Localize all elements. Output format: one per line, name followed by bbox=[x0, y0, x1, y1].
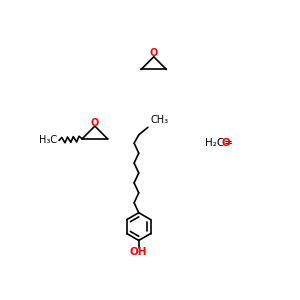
Text: CH₃: CH₃ bbox=[150, 115, 168, 125]
Text: OH: OH bbox=[130, 248, 148, 257]
Text: O: O bbox=[222, 138, 231, 148]
Text: H₂C=: H₂C= bbox=[205, 138, 232, 148]
Text: H₃C: H₃C bbox=[39, 135, 58, 146]
Text: O: O bbox=[91, 118, 99, 128]
Text: O: O bbox=[150, 48, 158, 58]
